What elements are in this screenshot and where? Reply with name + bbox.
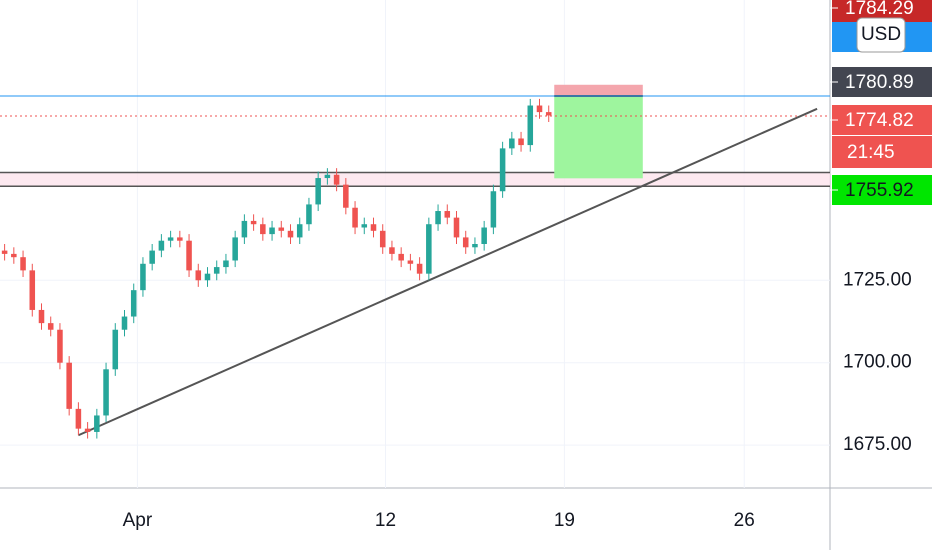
- candle-body: [250, 220, 257, 225]
- candle-body: [509, 138, 515, 149]
- candle-body: [140, 263, 146, 291]
- x-tick-label: 19: [554, 510, 575, 531]
- candle-body: [389, 247, 395, 254]
- candle-body: [426, 224, 432, 274]
- price-label-box: [832, 67, 932, 97]
- candle-body: [223, 260, 229, 268]
- candle-body: [213, 267, 220, 274]
- candle-body: [269, 227, 275, 235]
- candle-body: [462, 237, 469, 248]
- candle-body: [490, 191, 497, 228]
- y-tick-label: 1700.00: [843, 352, 912, 373]
- candle-body: [112, 329, 119, 370]
- target-zone: [554, 95, 643, 179]
- candle-body: [103, 369, 109, 416]
- candle-body: [379, 230, 386, 248]
- candle-body: [287, 230, 294, 238]
- price-label: 1780.89: [845, 72, 914, 93]
- y-tick-label: 1675.00: [843, 434, 912, 455]
- candle-body: [518, 138, 524, 146]
- candle-body: [186, 240, 192, 271]
- candle-body: [11, 253, 17, 258]
- candle-body: [195, 270, 202, 281]
- x-tick-label: 12: [375, 510, 396, 531]
- candle-body: [333, 174, 340, 185]
- y-tick-label: 1725.00: [843, 269, 912, 290]
- candle-body: [324, 174, 331, 179]
- candle-body: [444, 211, 451, 218]
- price-label-box: [832, 0, 932, 23]
- candle-body: [315, 178, 321, 205]
- candle-body: [57, 329, 63, 363]
- candle-body: [158, 240, 165, 251]
- candle-body: [66, 362, 72, 409]
- price-label-box: [832, 175, 932, 205]
- price-label-box: [832, 105, 932, 135]
- candle-body: [204, 273, 211, 281]
- candle-body: [121, 316, 128, 330]
- candle-body: [20, 257, 26, 271]
- candle-body: [416, 263, 423, 274]
- candle-body: [94, 415, 100, 432]
- candle-body: [1, 250, 8, 254]
- candle-body: [527, 105, 534, 146]
- candle-body: [167, 237, 174, 241]
- candle-body: [260, 224, 266, 235]
- candle-body: [177, 237, 183, 241]
- stop-zone: [554, 84, 643, 96]
- candle-body: [481, 227, 487, 244]
- candle-body: [84, 428, 91, 432]
- candle-body: [453, 217, 460, 238]
- x-tick-label: Apr: [123, 510, 153, 531]
- candle-body: [241, 220, 248, 238]
- candle-body: [370, 224, 377, 231]
- candle-body: [536, 105, 543, 113]
- candle-body: [545, 112, 552, 116]
- candle-body: [29, 270, 36, 310]
- candle-body: [398, 253, 404, 261]
- candle-body: [343, 184, 349, 208]
- candle-body: [306, 204, 312, 225]
- candle-body: [130, 290, 137, 317]
- candle-body: [435, 211, 441, 225]
- currency-badge: [856, 17, 906, 53]
- currency: USD: [861, 24, 901, 45]
- price-label: 1755.92: [845, 180, 914, 201]
- x-tick-label: 26: [734, 510, 755, 531]
- candle-body: [296, 224, 303, 238]
- candle-body: [361, 224, 368, 228]
- candle-body: [407, 260, 414, 264]
- candle-body: [75, 408, 82, 429]
- trendline: [77, 107, 818, 437]
- candle-body: [352, 207, 358, 228]
- candle-body: [499, 148, 506, 192]
- candle-body: [472, 244, 478, 248]
- candle-body: [278, 227, 285, 231]
- candle-body: [38, 309, 45, 324]
- countdown-box: [832, 136, 932, 168]
- zone: [0, 172, 830, 187]
- price-label: 1774.82: [845, 110, 914, 131]
- candle-body: [47, 323, 54, 330]
- candle-body: [232, 237, 238, 261]
- price-label: 1784.29: [845, 0, 914, 19]
- candle-body: [149, 250, 155, 264]
- plot-area: [0, 0, 830, 488]
- countdown: 21:45: [847, 142, 895, 163]
